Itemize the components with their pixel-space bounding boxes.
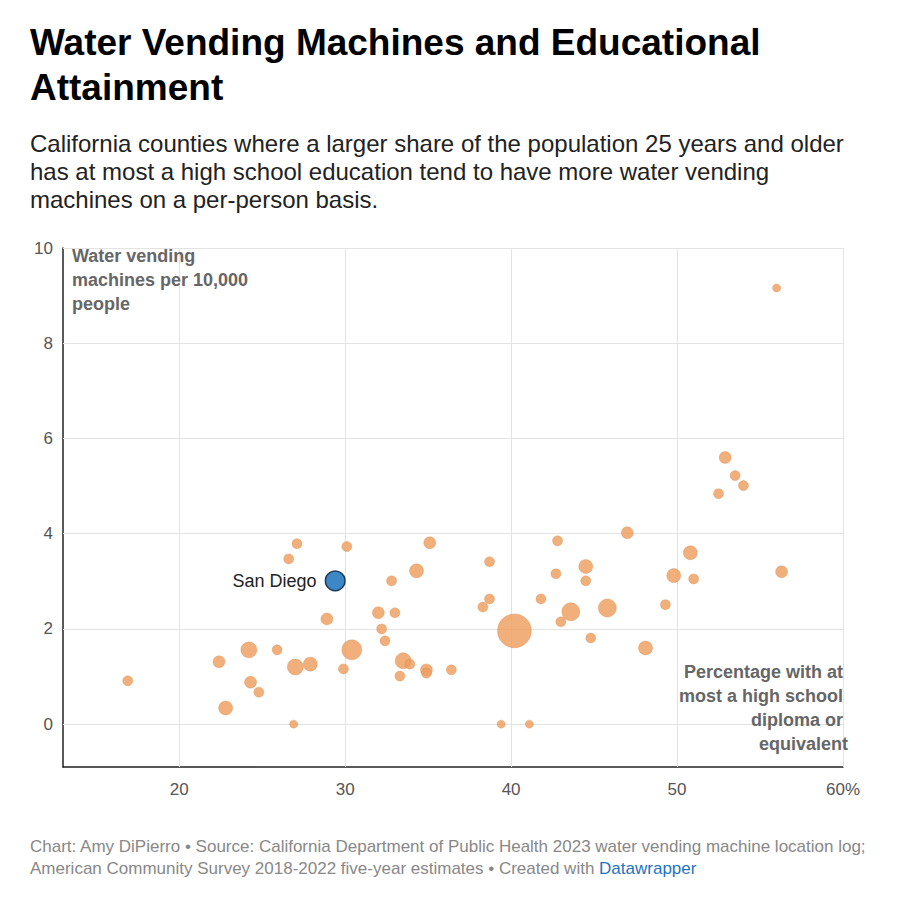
- svg-text:people: people: [72, 294, 130, 314]
- svg-text:10: 10: [34, 239, 53, 258]
- svg-text:20: 20: [170, 780, 189, 799]
- svg-text:30: 30: [336, 780, 355, 799]
- svg-text:4: 4: [44, 524, 53, 543]
- svg-text:0: 0: [44, 715, 53, 734]
- svg-text:diploma or: diploma or: [751, 710, 848, 730]
- svg-text:40: 40: [502, 780, 521, 799]
- html-text:Water Vending Machines and Edu: Water Vending Machines and Educational A…: [30, 22, 761, 108]
- html-text:Chart: Amy DiPierro • Source:: Chart: Amy DiPierro • Source: California…: [30, 837, 866, 878]
- svg-text:6: 6: [44, 429, 53, 448]
- svg-text:machines per 10,000: machines per 10,000: [72, 270, 253, 290]
- html-text:California counties where a la: California counties where a larger share…: [30, 130, 844, 213]
- svg-text:most a high school: most a high school: [679, 686, 848, 706]
- svg-text:8: 8: [44, 334, 53, 353]
- svg-text:2: 2: [44, 619, 53, 638]
- svg-text:equivalent: equivalent: [759, 734, 848, 754]
- svg-text:50: 50: [668, 780, 687, 799]
- svg-text:Water vending: Water vending: [72, 246, 200, 266]
- svg-text:Percentage with at: Percentage with at: [684, 662, 848, 682]
- svg-text:San Diego: San Diego: [233, 571, 317, 591]
- svg-text:60%: 60%: [826, 780, 860, 799]
